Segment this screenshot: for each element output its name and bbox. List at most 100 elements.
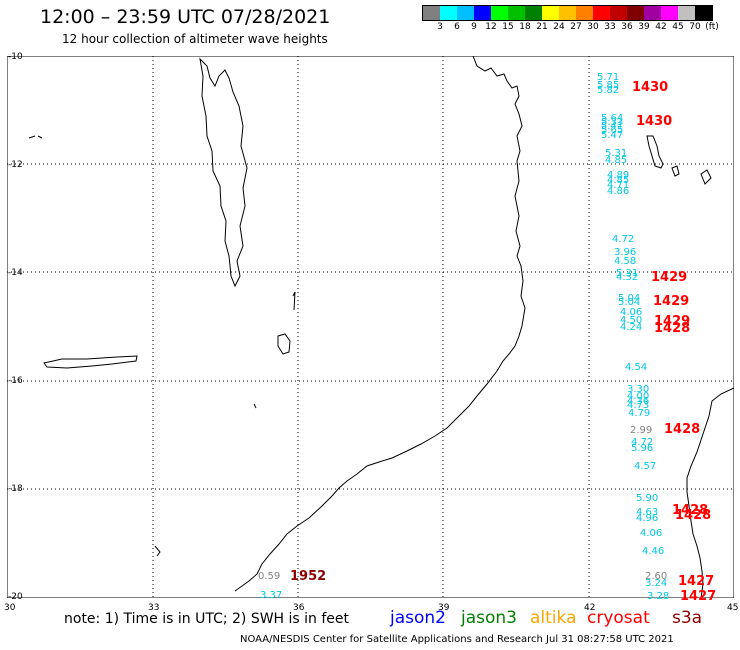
scale-swatch [474,6,491,20]
lat-label-18: -18 [8,484,23,494]
map-area [7,56,734,598]
wave-reading: 3.24 [645,578,668,589]
scale-swatch [644,6,661,20]
pass-id: 1428 [675,508,712,523]
lat-label-12: -12 [8,160,23,170]
color-scale-labels: 3 6 9 12 15 18 21 24 27 30 33 36 39 42 45 70 (ft) [422,21,719,35]
comoros-island-1 [646,135,664,169]
wave-reading: 5.04 [618,297,641,308]
pass-id: 1428 [654,321,691,336]
pass-id: 1430 [636,114,673,129]
pass-id: 1427 [678,574,715,589]
wave-reading: 3.28 [647,591,670,602]
lon-label-36: 36 [293,603,305,613]
scale-label: 24 [553,22,565,32]
wave-reading: 4.32 [616,272,639,283]
wave-reading: 4.57 [634,461,657,472]
scale-label: 27 [570,22,582,32]
wave-reading: 0.59 [258,571,281,582]
scale-swatch [508,6,525,20]
wave-reading: 5.71 [597,72,620,83]
mayotte-island [671,165,680,177]
wave-reading: 4.06 [640,528,663,539]
coastlines [28,56,734,598]
comoros-island-2 [700,169,712,185]
lon-label-42: 42 [584,603,596,613]
pass-id: 1428 [664,422,701,437]
small-islet-3 [292,291,296,311]
scale-label: 15 [502,22,514,32]
satellite-label-jason3: jason3 [461,608,517,628]
pass-id: 1429 [654,314,691,329]
scale-swatch [491,6,508,20]
wave-reading: 3.96 [614,247,637,258]
scale-swatch [559,6,576,20]
wave-reading: 4.36 [627,396,650,407]
scale-label: 70 [689,22,701,32]
wave-reading: 3.30 [627,384,650,395]
lake-chilwa-outline [277,333,291,355]
wave-reading: 5.90 [636,493,659,504]
scale-label: 6 [454,22,460,32]
wave-reading: 5.33 [601,117,624,128]
wave-reading: 3.37 [260,590,283,601]
wave-reading: 4.86 [607,186,630,197]
pass-id: 1952 [290,569,327,584]
wave-reading: 5.96 [631,443,654,454]
madagascar-coast [686,387,734,598]
scale-label: 30 [587,22,599,32]
map-title: 12:00 – 23:59 UTC 07/28/2021 [40,6,331,28]
wave-reading: 4.85 [607,175,630,186]
wave-reading: 4.58 [614,256,637,267]
satellite-label-altika: altika [530,608,577,628]
scale-swatch [695,6,712,20]
credit-line: NOAA/NESDIS Center for Satellite Applica… [240,634,674,645]
scale-label: 42 [655,22,667,32]
map-subtitle: 12 hour collection of altimeter wave hei… [62,32,328,46]
wave-reading: 5.31 [605,148,628,159]
scale-swatch [627,6,644,20]
scale-label: 3 [437,22,443,32]
satellite-label-cryosat: cryosat [587,608,650,628]
coastline-map [7,56,734,598]
wave-reading: 4.00 [627,391,650,402]
color-scale-bar [422,5,713,21]
wave-height-color-scale: 3 6 9 12 15 18 21 24 27 30 33 36 39 42 45 70 (ft) [422,5,719,35]
lon-label-30: 30 [4,603,16,613]
wave-reading: 4.72 [612,234,635,245]
wave-reading: 4.72 [631,437,654,448]
wave-reading: 2.60 [645,571,668,582]
lon-label-45: 45 [727,603,739,613]
wave-reading: 4.89 [607,170,630,181]
scale-label: 9 [471,22,477,32]
scale-label: (ft) [705,22,719,32]
wave-reading: 4.71 [607,180,630,191]
wave-reading: 4.85 [605,155,628,166]
lat-label-10: -10 [8,52,23,62]
wave-reading: 5.64 [601,113,624,124]
pass-id: 1429 [653,294,690,309]
scale-swatch [542,6,559,20]
lat-label-16: -16 [8,376,23,386]
mozambique-coast [234,56,526,592]
pass-id: 1427 [680,589,717,604]
wave-reading: 5.41 [601,121,624,132]
wave-reading: 2.99 [630,425,653,436]
scale-label: 12 [485,22,497,32]
scale-swatch [678,6,695,20]
wave-reading: 4.73 [627,400,650,411]
scale-label: 33 [604,22,616,32]
scale-swatch [525,6,542,20]
scale-swatch [440,6,457,20]
scale-swatch [610,6,627,20]
scale-swatch [593,6,610,20]
scale-label: 36 [621,22,633,32]
footer-note: note: 1) Time is in UTC; 2) SWH is in fe… [64,611,350,627]
lat-label-14: -14 [8,268,23,278]
lon-label-39: 39 [438,603,450,613]
wave-reading: 4.79 [628,408,651,419]
small-islet-2 [154,545,161,557]
wave-reading: 5.65 [601,125,624,136]
west-island-outline [28,135,43,139]
scale-swatch [457,6,474,20]
